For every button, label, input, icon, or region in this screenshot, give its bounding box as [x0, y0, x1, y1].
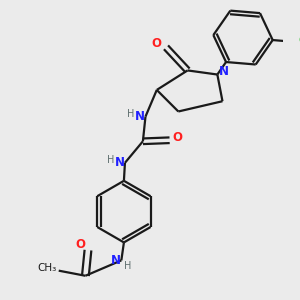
Text: N: N	[111, 254, 121, 267]
Text: H: H	[107, 155, 114, 165]
Text: H: H	[128, 109, 135, 119]
Text: O: O	[75, 238, 85, 251]
Text: N: N	[135, 110, 145, 123]
Text: H: H	[124, 260, 132, 271]
Text: O: O	[173, 131, 183, 144]
Text: N: N	[218, 65, 229, 79]
Text: N: N	[115, 156, 125, 169]
Text: Cl: Cl	[298, 34, 300, 47]
Text: O: O	[152, 37, 162, 50]
Text: CH₃: CH₃	[38, 263, 57, 273]
